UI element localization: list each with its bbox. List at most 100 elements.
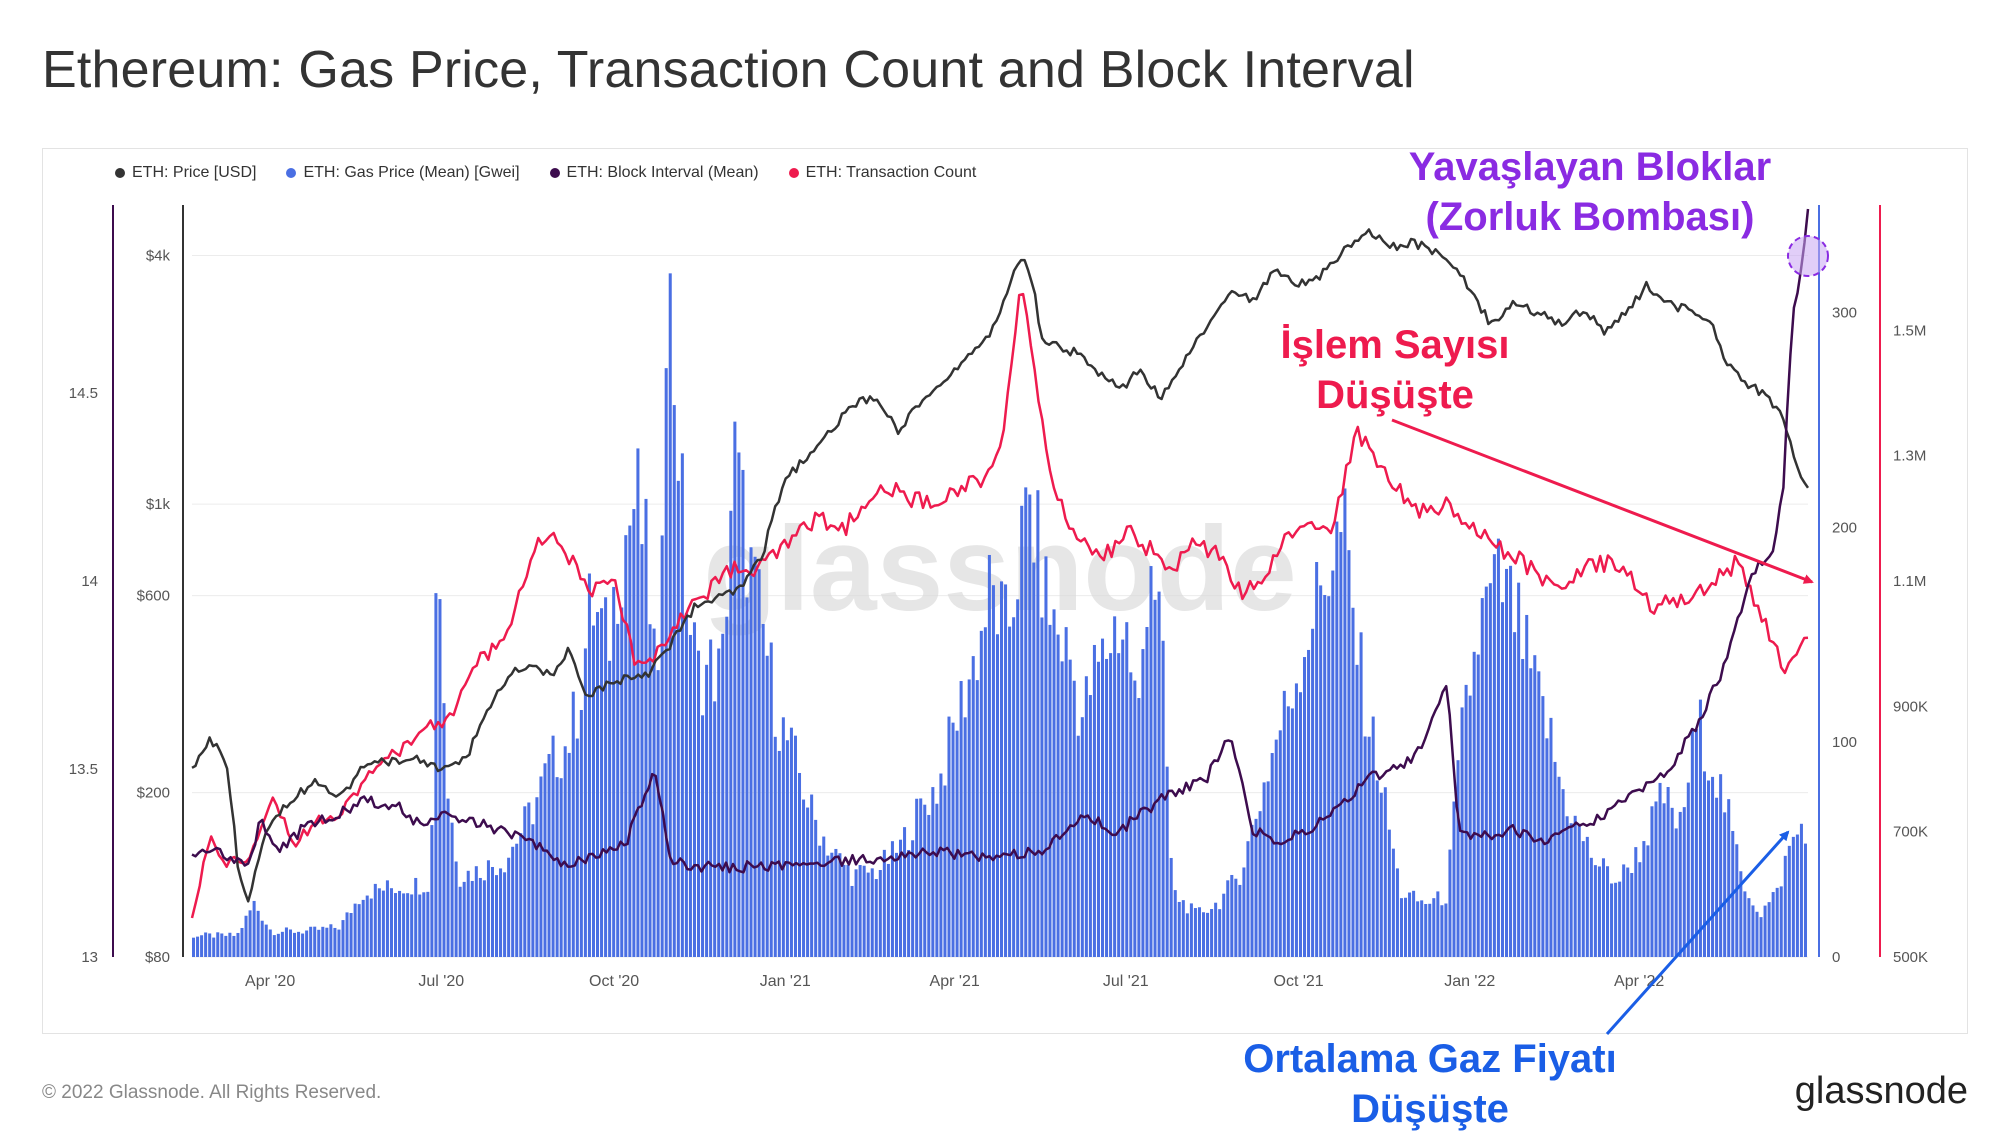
gas-price-bar (1137, 698, 1141, 957)
gas-price-bar (1020, 505, 1024, 957)
gas-price-bar (1048, 624, 1052, 957)
gas-price-bar (305, 930, 309, 957)
gas-price-bar (495, 875, 499, 957)
gas-price-bar (1371, 716, 1375, 957)
gas-price-bar (1311, 628, 1315, 957)
gas-price-bar (1767, 902, 1771, 957)
gas-price-bar (1008, 626, 1012, 957)
legend-dot-price (115, 168, 125, 178)
gas-price-bar (293, 932, 297, 957)
gas-price-bar (337, 929, 341, 957)
gas-price-bar (1109, 653, 1113, 957)
copyright: © 2022 Glassnode. All Rights Reserved. (42, 1082, 382, 1103)
gas-price-bar (1036, 490, 1040, 957)
gas-price-bar (325, 927, 329, 957)
gas-price-bar (1141, 649, 1145, 957)
gas-price-bar (466, 870, 470, 957)
tx-count-tick-label: 1.3M (1893, 448, 1926, 465)
gas-price-bar (737, 452, 741, 957)
gas-price-bar (1723, 812, 1727, 957)
gas-price-bar (1743, 891, 1747, 957)
gas-price-bar (878, 870, 882, 957)
gas-price-bar (430, 825, 434, 957)
gas-price-bar (903, 827, 907, 957)
gas-price-bar (434, 593, 438, 957)
gas-price-bar (866, 872, 870, 957)
gas-price-bar (1169, 857, 1173, 957)
gas-price-bar (620, 607, 624, 957)
gas-price-bar (1682, 807, 1686, 957)
gas-price-bar (975, 680, 979, 957)
legend-item-tx-count[interactable]: ETH: Transaction Count (788, 164, 977, 182)
gas-price-bar (1759, 917, 1763, 957)
gas-price-bar (1618, 881, 1622, 957)
gas-price-bar (1606, 866, 1610, 957)
gas-price-bar (1533, 655, 1537, 957)
gas-price-bar (1702, 771, 1706, 957)
gas-price-bar (454, 861, 458, 957)
gas-price-bar (1763, 905, 1767, 957)
gas-price-bar (907, 849, 911, 957)
gas-price-bar (462, 881, 466, 957)
legend-item-block-interval[interactable]: ETH: Block Interval (Mean) (549, 164, 759, 182)
gas-price-bar (1012, 617, 1016, 957)
gas-price-bar (927, 814, 931, 957)
gas-price-bar (692, 622, 696, 957)
x-tick-label: Apr '20 (245, 973, 295, 990)
gas-price-bar (1424, 904, 1428, 957)
gas-price-bar (301, 933, 305, 957)
gas-price-bar (1383, 787, 1387, 957)
legend-item-gas[interactable]: ETH: Gas Price (Mean) [Gwei] (286, 164, 520, 182)
gas-price-bar (321, 926, 325, 957)
gas-price-bar (1040, 617, 1044, 957)
gas-price-bar (1088, 695, 1092, 957)
gas-price-bar (276, 933, 280, 957)
gas-price-bar (1286, 706, 1290, 957)
gas-price-bar (1707, 780, 1711, 957)
slow-blocks-highlight-circle (1787, 235, 1829, 277)
gas-price-bar (1472, 651, 1476, 957)
gas-price-bar (1569, 823, 1573, 957)
gas-price-bar (1674, 828, 1678, 957)
gas-price-bar (1771, 892, 1775, 957)
gas-price-bar (422, 892, 426, 957)
gas-price-bar (1298, 692, 1302, 957)
gas-price-bar (377, 888, 381, 957)
gas-price-bar (1416, 901, 1420, 957)
legend-item-price[interactable]: ETH: Price [USD] (115, 164, 256, 182)
gas-price-bar (1690, 728, 1694, 957)
gas-price-bar (1561, 789, 1565, 957)
gas-price-bar (1545, 738, 1549, 957)
gas-price-bar (1464, 684, 1468, 957)
legend-dot-tx-count (788, 168, 799, 178)
gas-price-bar (995, 634, 999, 957)
gas-price-bar (212, 937, 216, 957)
gas-price-bar (899, 839, 903, 957)
gas-price-bar (260, 920, 264, 957)
gas-price-bar (987, 554, 991, 957)
gas-price-bar (1775, 887, 1779, 957)
x-tick-label: Oct '21 (1274, 973, 1324, 990)
gas-price-bar (1573, 815, 1577, 957)
block-interval-tick-label: 14 (81, 573, 98, 590)
gas-price-bar (1698, 699, 1702, 957)
brand-logo: glassnode (1794, 1070, 1968, 1112)
gas-price-bar (196, 936, 200, 957)
gas-price-bar (1715, 797, 1719, 957)
gas-price-bar (539, 776, 543, 957)
gas-price-bar (806, 807, 810, 957)
gas-price-bar (313, 926, 317, 957)
gas-price-bar (1339, 532, 1343, 957)
gas-price-bar (192, 937, 196, 957)
gas-price-bar (216, 932, 220, 957)
legend-label-block-interval: ETH: Block Interval (Mean) (566, 164, 759, 181)
gas-price-bar (1129, 672, 1133, 957)
gas-price-bar (1589, 857, 1593, 957)
block-interval-tick-label: 13.5 (69, 761, 98, 778)
gas-price-bar (890, 841, 894, 957)
gas-price-bar (951, 722, 955, 957)
gas-price-bar (1165, 766, 1169, 957)
gas-price-bar (264, 924, 268, 957)
legend-label-tx-count: ETH: Transaction Count (805, 164, 977, 181)
price-line (191, 228, 1810, 903)
